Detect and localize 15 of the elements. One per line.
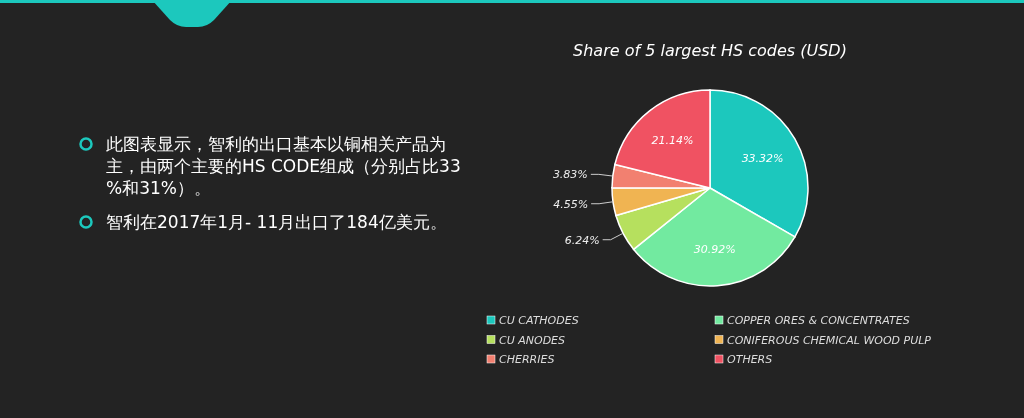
data-label: 21.14% [651,134,694,148]
text: 此图表显示，智利的出口基本以铜相关产品为主，由两个主要的HS CODE组成（分别占比33%和31%）。 [106,134,461,198]
legend-label: CU CATHODES [499,314,579,327]
legend-label: OTHERS [727,353,773,366]
legend-label: CU ANODES [499,333,566,347]
legend-label: COPPER ORES & CONCENTRATES [727,314,910,327]
data-label: 3.83% [552,168,588,182]
text: 智利在2017年1月- 11月出口了184亿美元。 [106,212,447,232]
chart-title: Share of 5 largest HS codes (USD) [573,41,847,60]
data-label: 6.24% [564,233,600,247]
legend-label: CONIFEROUS CHEMICAL WOOD PULP [727,333,932,347]
data-label: 4.55% [553,197,589,211]
data-label: 33.32% [741,151,784,165]
legend-label: CHERRIES [499,353,555,366]
data-label: 30.92% [693,242,736,256]
